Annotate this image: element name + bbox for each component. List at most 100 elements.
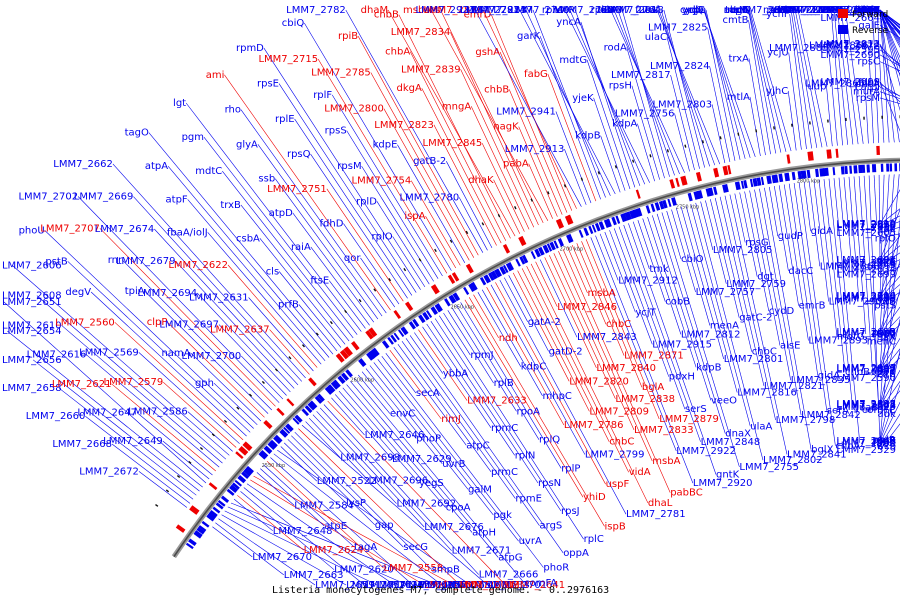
- position-tick: [165, 489, 170, 493]
- gene-label: pabA: [503, 159, 529, 170]
- gene-label: LMM7_2797: [460, 5, 520, 16]
- leader-line: [714, 197, 752, 352]
- reverse-gene: [722, 183, 729, 193]
- gene-label: recR: [553, 5, 576, 16]
- forward-gene: [447, 274, 456, 284]
- gene-label: clpP: [147, 317, 168, 328]
- reverse-gene: [530, 251, 536, 260]
- leader-line: [499, 51, 568, 213]
- gene-label: LMM7_2656: [2, 355, 62, 366]
- gene-label: kdpE: [373, 140, 398, 151]
- gene-label: LMM7_2697: [159, 320, 219, 331]
- gene-label: LMM7_2666: [479, 570, 539, 581]
- gene-label: thrB: [875, 296, 896, 307]
- gene-label: LMM7_2644: [820, 5, 880, 16]
- reverse-gene: [534, 248, 541, 258]
- gene-label: LMM7_2906: [836, 292, 896, 303]
- gene-label: atpF: [166, 194, 188, 205]
- leader-line: [626, 47, 665, 179]
- gene-label: LMM7_2701: [488, 580, 548, 591]
- gene-label: yhiD: [583, 492, 606, 503]
- gene-label: LMM7_2634: [836, 264, 896, 275]
- forward-gene: [835, 148, 839, 158]
- leader-line: [240, 204, 350, 342]
- gene-label: atpC: [466, 440, 489, 451]
- gene-label: ftsE: [310, 276, 329, 287]
- gene-label: rpsM: [337, 161, 361, 172]
- gene-label: LMM7_2670: [252, 552, 312, 563]
- leader-line: [486, 287, 565, 426]
- leader-line: [260, 468, 325, 527]
- gene-label: LMM7_2707: [40, 223, 100, 234]
- leader-line: [167, 166, 330, 358]
- position-tick: [481, 222, 485, 226]
- position-tick: [597, 171, 601, 175]
- gene-label: serA: [827, 406, 849, 417]
- leader-line: [879, 275, 900, 299]
- position-tick: [236, 406, 240, 410]
- leader-line: [256, 472, 295, 506]
- leader-line: [670, 75, 695, 171]
- reverse-gene: [260, 449, 269, 458]
- gene-label: pabBC: [670, 488, 703, 499]
- leader-line: [613, 9, 680, 175]
- position-tick: [580, 177, 584, 181]
- gene-label: LMM7_2606: [2, 261, 62, 272]
- reverse-gene: [231, 482, 240, 490]
- reverse-gene: [196, 526, 206, 535]
- leader-line: [879, 83, 900, 97]
- leader-line: [544, 257, 597, 369]
- gene-label: uvrA: [519, 536, 542, 547]
- gene-label: LMM7_2848: [701, 437, 761, 448]
- gene-label: mdtC: [195, 166, 222, 177]
- leader-line: [828, 48, 838, 146]
- leader-line: [604, 231, 636, 313]
- gene-label: pgm: [182, 132, 204, 143]
- leader-line: [555, 111, 592, 204]
- reverse-gene: [468, 282, 477, 292]
- leader-line: [495, 282, 606, 485]
- reverse-gene: [632, 208, 640, 218]
- leader-line: [656, 9, 721, 165]
- leader-line: [499, 279, 627, 515]
- gene-label: spl/ydhO: [836, 5, 880, 16]
- reverse-gene: [198, 525, 207, 532]
- reverse-gene: [324, 385, 334, 395]
- gene-label: LMM7_2872: [733, 5, 793, 16]
- gene-label: vidA: [629, 467, 651, 478]
- gene-label: LMM7_2820: [569, 376, 629, 387]
- reverse-gene: [463, 286, 470, 295]
- reverse-gene: [345, 369, 353, 378]
- reverse-gene: [775, 174, 779, 183]
- gene-label: lgt: [173, 98, 186, 109]
- reverse-gene: [310, 400, 318, 408]
- position-tick: [155, 503, 159, 507]
- reverse-gene: [594, 222, 601, 232]
- leader-line: [248, 297, 314, 372]
- gene-label: LMM7_2586: [128, 407, 188, 418]
- reverse-gene: [862, 164, 866, 173]
- leader-line: [532, 9, 606, 198]
- leader-line: [430, 321, 539, 484]
- forward-gene: [722, 165, 729, 176]
- position-tick: [223, 419, 228, 423]
- gene-label: atpH: [472, 528, 496, 539]
- gene-features: [175, 145, 900, 550]
- gene-label: LMM7_2782: [286, 5, 346, 16]
- gene-label: LMM7_2611: [364, 580, 424, 591]
- gene-label: yegS: [419, 478, 444, 489]
- reverse-gene: [553, 240, 559, 249]
- gene-label: LMM7_2837: [473, 5, 533, 16]
- leader-line: [661, 212, 740, 467]
- gene-label: raiA: [291, 242, 311, 253]
- position-tick: [274, 368, 279, 372]
- gene-label: emrB: [799, 301, 826, 312]
- kbp-tick-label: 2600 kbp: [351, 377, 375, 383]
- forward-gene: [727, 165, 732, 175]
- gene-label: LMM7_2857: [836, 223, 896, 234]
- kbp-tick-label: 2750 kbp: [676, 204, 700, 210]
- reverse-gene: [328, 384, 336, 393]
- gene-label: LMM7_2757: [696, 287, 756, 298]
- reverse-gene: [889, 163, 893, 172]
- gene-label: yjhC: [766, 86, 788, 97]
